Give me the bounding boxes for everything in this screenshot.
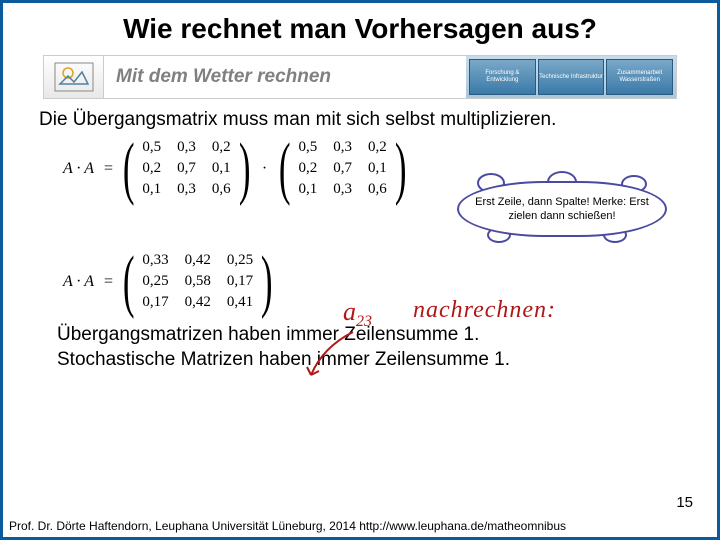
slide: Wie rechnet man Vorhersagen aus? Mit dem… bbox=[0, 0, 720, 540]
eq2-matrix: 0,330,420,25 0,250,580,17 0,170,420,41 bbox=[140, 252, 255, 311]
eq1-lhs: A · A bbox=[63, 160, 94, 178]
logo-tile: Zusammenarbeit Wasserstraßen bbox=[606, 59, 673, 95]
eq1-matrix-a: 0,50,30,2 0,20,70,1 0,10,30,6 bbox=[140, 139, 232, 198]
equation-1: A · A = ( 0,50,30,2 0,20,70,1 0,10,30,6 … bbox=[63, 139, 677, 198]
logo-tile: Forschung & Entwicklung bbox=[469, 59, 536, 95]
equals: = bbox=[104, 160, 113, 178]
subtitle: Die Übergangsmatrix muss man mit sich se… bbox=[3, 107, 717, 137]
banner: Mit dem Wetter rechnen Forschung & Entwi… bbox=[43, 55, 677, 99]
banner-logos: Forschung & Entwicklung Technische Infra… bbox=[466, 56, 676, 98]
eq2-lhs: A · A bbox=[63, 273, 94, 291]
equals: = bbox=[104, 273, 113, 291]
weather-icon bbox=[44, 56, 104, 98]
page-number: 15 bbox=[676, 494, 693, 511]
page-title: Wie rechnet man Vorhersagen aus? bbox=[3, 3, 717, 51]
banner-text: Mit dem Wetter rechnen bbox=[104, 56, 466, 98]
eq1-matrix-b: 0,50,30,2 0,20,70,1 0,10,30,6 bbox=[297, 139, 389, 198]
arrow-icon bbox=[303, 327, 363, 387]
hw-note: nachrechnen: bbox=[413, 297, 556, 324]
bottom-line-2: Stochastische Matrizen haben immer Zeile… bbox=[57, 348, 681, 373]
logo-tile: Technische Infrastruktur bbox=[538, 59, 605, 95]
math-area: A · A = ( 0,50,30,2 0,20,70,1 0,10,30,6 … bbox=[3, 137, 717, 311]
footer: Prof. Dr. Dörte Haftendorn, Leuphana Uni… bbox=[9, 519, 711, 533]
